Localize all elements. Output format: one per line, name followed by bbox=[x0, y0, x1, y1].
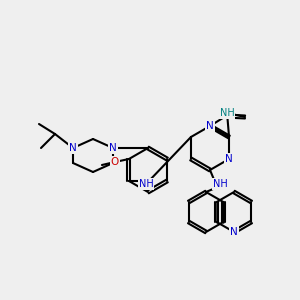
Text: N: N bbox=[109, 143, 117, 153]
Text: O: O bbox=[111, 157, 119, 167]
Text: NH: NH bbox=[139, 179, 153, 189]
Text: N: N bbox=[225, 154, 233, 164]
Text: NH: NH bbox=[213, 179, 227, 189]
Text: N: N bbox=[230, 227, 238, 237]
Text: N: N bbox=[206, 121, 214, 131]
Text: N: N bbox=[69, 143, 77, 153]
Text: NH: NH bbox=[220, 108, 234, 118]
